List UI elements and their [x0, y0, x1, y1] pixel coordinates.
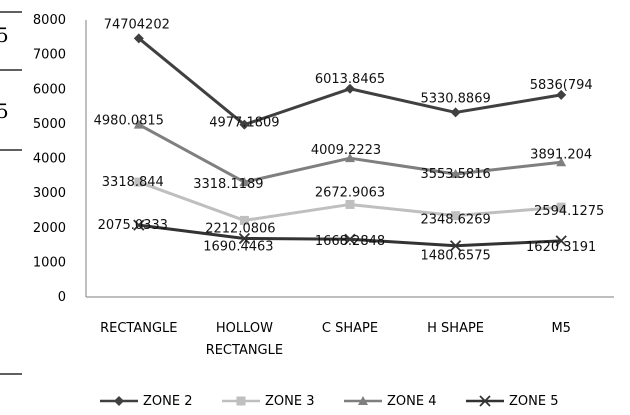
y-tick-label: 5000: [33, 117, 66, 132]
series-lines: [139, 38, 561, 245]
edge-mark-1: 5: [0, 23, 9, 47]
data-label: 3318.844: [102, 175, 164, 190]
data-point-zone-3: [346, 200, 355, 209]
data-label: 2075.0333: [98, 218, 168, 233]
data-label: 74704202: [104, 17, 170, 32]
data-label: 1668.2848: [315, 234, 385, 249]
data-label: 3318.1189: [193, 177, 263, 192]
y-tick-label: 4000: [33, 152, 66, 167]
data-label: 6013.8465: [315, 72, 385, 87]
data-label: 1620.3191: [526, 240, 596, 255]
data-label: 1690.4463: [203, 239, 273, 254]
x-category-labels: RECTANGLE HOLLOW RECTANGLE C SHAPE H SHAPE M5: [100, 321, 571, 358]
data-label: 2212.0806: [205, 221, 275, 236]
data-label: 2348.6269: [420, 213, 490, 228]
y-tick-labels: 0 1000 2000 3000 4000 5000 6000 7000 8000: [33, 13, 66, 305]
y-tick-label: 8000: [33, 13, 66, 28]
legend-label: ZONE 2: [143, 394, 192, 409]
x-category-label: RECTANGLE: [100, 321, 177, 336]
y-tick-label: 1000: [33, 255, 66, 270]
y-tick-label: 6000: [33, 82, 66, 97]
data-label: 2594.1275: [534, 204, 604, 219]
legend-marker: [237, 397, 246, 406]
data-label: 1480.6575: [420, 249, 490, 264]
data-label: 3891.204: [530, 147, 592, 162]
y-tick-label: 3000: [33, 186, 66, 201]
x-category-label: C SHAPE: [322, 321, 378, 336]
data-label: 4009.2223: [311, 143, 381, 158]
legend-label: ZONE 4: [387, 394, 436, 409]
left-edge-artifacts: 5 5: [0, 12, 22, 374]
y-tick-label: 0: [58, 290, 66, 305]
legend-marker: [114, 396, 124, 406]
series-markers: [134, 33, 566, 250]
legend-label: ZONE 5: [509, 394, 558, 409]
edge-mark-2: 5: [0, 99, 9, 123]
data-point-zone-2: [451, 107, 461, 117]
x-category-label: M5: [551, 321, 571, 336]
x-category-label: H SHAPE: [427, 321, 484, 336]
y-tick-label: 7000: [33, 48, 66, 63]
legend-label: ZONE 3: [265, 394, 314, 409]
legend: ZONE 2 ZONE 3 ZONE 4 ZONE 5: [100, 394, 558, 409]
data-label: 5330.8869: [420, 91, 490, 106]
data-label: 5836(794: [530, 78, 593, 93]
data-label: 3553.5816: [420, 167, 490, 182]
y-tick-label: 2000: [33, 221, 66, 236]
data-label: 2672.9063: [315, 185, 385, 200]
data-label: 4977.1809: [209, 116, 279, 131]
x-category-label: HOLLOW: [216, 321, 273, 336]
data-label: 4980.0815: [94, 114, 164, 129]
x-category-label: RECTANGLE: [206, 343, 283, 358]
